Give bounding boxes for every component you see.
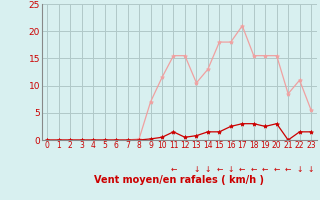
- Text: ←: ←: [285, 165, 291, 174]
- Text: ↓: ↓: [308, 165, 314, 174]
- Text: ←: ←: [251, 165, 257, 174]
- Text: ↓: ↓: [228, 165, 234, 174]
- Text: ←: ←: [239, 165, 245, 174]
- Text: ←: ←: [274, 165, 280, 174]
- Text: ←: ←: [262, 165, 268, 174]
- Text: ←: ←: [170, 165, 177, 174]
- X-axis label: Vent moyen/en rafales ( km/h ): Vent moyen/en rafales ( km/h ): [94, 175, 264, 185]
- Text: ↓: ↓: [296, 165, 303, 174]
- Text: ↓: ↓: [205, 165, 211, 174]
- Text: ↓: ↓: [193, 165, 200, 174]
- Text: ←: ←: [216, 165, 222, 174]
